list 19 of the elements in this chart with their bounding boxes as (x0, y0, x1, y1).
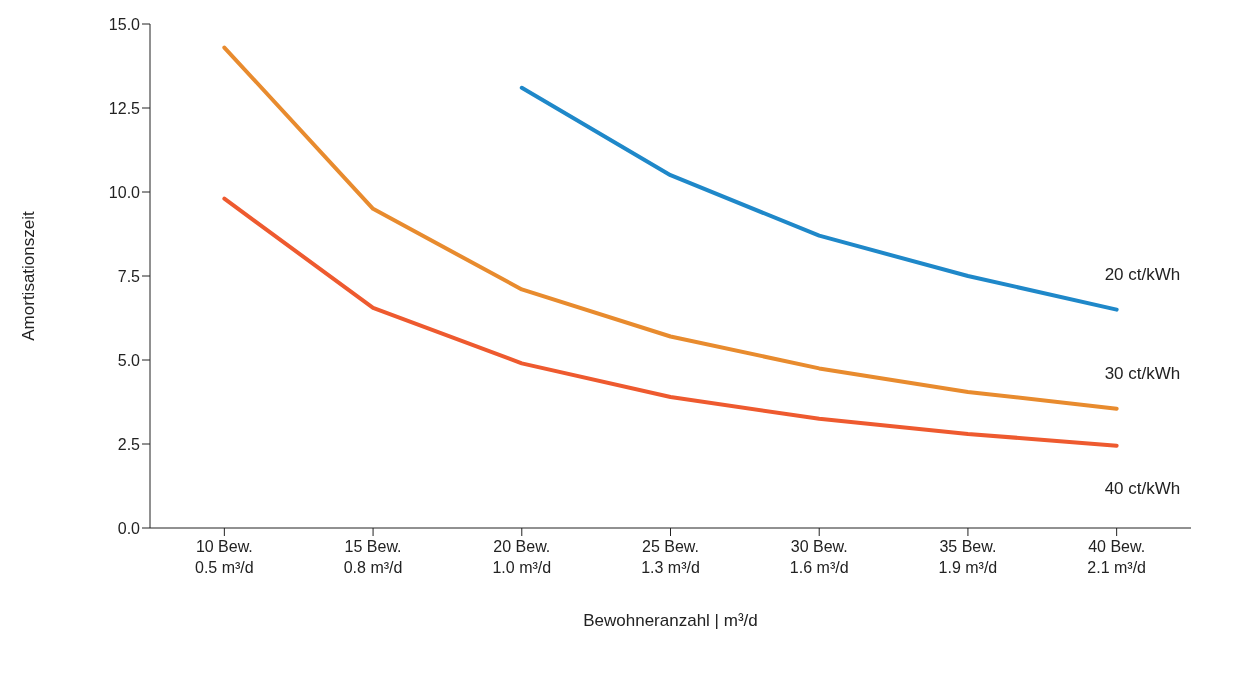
x-tick-label: 10 Bew. 0.5 m³/d (195, 538, 254, 576)
y-tick-label: 12.5 (108, 99, 141, 117)
x-tick-label: 20 Bew. 1.0 m³/d (492, 538, 552, 576)
y-tick-label: 0.0 (117, 519, 141, 537)
x-tick-label: 30 Bew. 1.6 m³/d (789, 538, 849, 576)
series-label: 40 ct/kWh (1104, 478, 1181, 498)
x-tick-label: 35 Bew. 1.9 m³/d (938, 538, 998, 576)
x-axis-title: Bewohneranzahl | m³/d (583, 611, 758, 630)
x-tick-label: 15 Bew. 0.8 m³/d (343, 538, 403, 576)
y-axis-title: Amortisationszeit (19, 211, 39, 341)
y-tick-label: 5.0 (117, 351, 141, 369)
series-label: 20 ct/kWh (1104, 264, 1181, 284)
series-label: 30 ct/kWh (1104, 363, 1181, 383)
y-tick-label: 15.0 (108, 15, 141, 33)
x-tick-label: 40 Bew. 2.1 m³/d (1087, 538, 1146, 576)
y-tick-label: 2.5 (117, 435, 141, 453)
y-tick-label: 7.5 (117, 267, 141, 285)
x-tick-label: 25 Bew. 1.3 m³/d (641, 538, 700, 576)
y-tick-label: 10.0 (108, 183, 141, 201)
